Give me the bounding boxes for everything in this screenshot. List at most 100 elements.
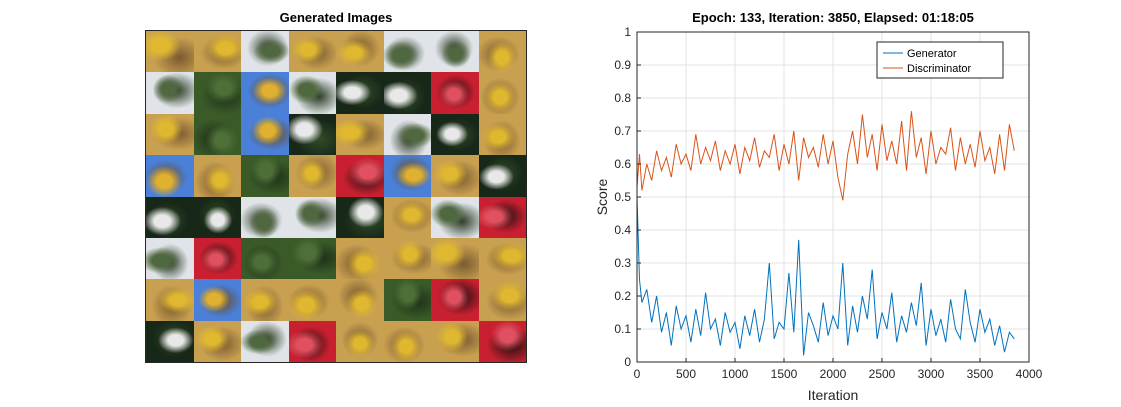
generated-image-tile (193, 279, 241, 321)
y-tick-label: 0.1 (614, 322, 631, 336)
generated-image-tile (241, 72, 289, 114)
generated-image-tile (241, 320, 289, 362)
generated-image-tile (241, 279, 289, 321)
generated-image-tile (336, 155, 384, 197)
generated-image-tile (431, 279, 479, 321)
generated-image-tile (336, 113, 384, 156)
generated-image-tile (288, 279, 336, 321)
generated-image-tile (146, 72, 194, 114)
generated-image-tile (241, 113, 289, 156)
generated-image-tile (241, 237, 289, 280)
generated-image-tile (336, 237, 384, 280)
generated-image-tile (288, 196, 336, 238)
series-line-discriminator (636, 111, 1015, 201)
x-tick-label: 3500 (967, 367, 994, 381)
generated-image-tile (383, 155, 431, 197)
legend-entry: Discriminator (907, 63, 972, 75)
generated-image-tile (336, 320, 384, 362)
generated-image-tile (478, 113, 526, 156)
generated-image-tile (478, 237, 526, 280)
y-tick-label: 0.8 (614, 91, 631, 105)
generated-image-tile (146, 196, 194, 238)
y-tick-label: 0.4 (614, 223, 631, 237)
tick-labels: 0 500 1000 1500 2000 2500 3000 3500 4000 0 0.1 0.2 0… (614, 25, 1042, 381)
generated-image-tile (241, 196, 289, 238)
generated-image-tile (146, 237, 194, 280)
y-tick-label: 0.2 (614, 289, 631, 303)
y-tick-label: 1 (624, 25, 631, 39)
chart-title: Epoch: 133, Iteration: 3850, Elapsed: 01… (692, 10, 974, 25)
y-tick-label: 0.3 (614, 256, 631, 270)
legend-box (876, 41, 1004, 79)
generated-image-tile (193, 196, 241, 238)
generated-image-tile (431, 31, 479, 73)
generated-image-tile (241, 155, 289, 197)
generated-image-tile (336, 31, 384, 73)
x-axis-label: Iteration (808, 387, 859, 403)
y-axis-label: Score (594, 179, 610, 216)
generated-image-tile (336, 72, 384, 114)
generated-image-tile (478, 72, 526, 114)
generated-image-tile (478, 279, 526, 321)
generated-image-tile (383, 279, 431, 321)
x-tick-label: 1000 (722, 367, 749, 381)
x-tick-label: 500 (676, 367, 696, 381)
series-line-generator (636, 196, 1015, 356)
generated-image-tile (431, 320, 479, 362)
generated-image-tile (146, 320, 194, 362)
generated-image-tile (383, 72, 431, 114)
generated-image-tile (336, 196, 384, 238)
y-tick-label: 0.5 (614, 190, 631, 204)
y-tick-label: 0 (624, 355, 631, 369)
x-tick-label: 2000 (820, 367, 847, 381)
x-tick-label: 3000 (918, 367, 945, 381)
generated-image-tile (431, 155, 479, 197)
generated-image-tile (146, 113, 194, 156)
generated-image-tile (431, 72, 479, 114)
generated-image-tile (288, 237, 336, 280)
series-lines (636, 111, 1015, 356)
generated-image-tile (383, 196, 431, 238)
generated-image-tile (478, 155, 526, 197)
generated-image-tile (193, 320, 241, 362)
y-tick-label: 0.7 (614, 124, 631, 138)
y-tick-label: 0.6 (614, 157, 631, 171)
generated-image-tile (383, 113, 431, 156)
generated-image-tile (288, 72, 336, 114)
x-tick-label: 1500 (771, 367, 798, 381)
generated-image-tile (146, 31, 194, 73)
tick-marks (636, 31, 1030, 363)
generated-image-tile (478, 320, 526, 362)
generated-image-tile (193, 155, 241, 197)
generated-image-tile (383, 320, 431, 362)
legend-entry: Generator (907, 48, 957, 60)
generated-image-tile (478, 31, 526, 73)
x-tick-label: 0 (634, 367, 641, 381)
generated-image-tile (193, 31, 241, 73)
generated-image-tile (146, 279, 194, 321)
generated-image-tile (478, 196, 526, 238)
generated-image-tile (146, 155, 194, 197)
x-tick-label: 4000 (1016, 367, 1043, 381)
generated-image-tile (288, 155, 336, 197)
generated-image-tile (241, 31, 289, 73)
generated-image-tile (431, 196, 479, 238)
legend: Generator Discriminator (876, 41, 1004, 79)
y-tick-label: 0.9 (614, 58, 631, 72)
x-tick-label: 2500 (869, 367, 896, 381)
generated-image-tile (193, 113, 241, 156)
generated-image-tile (193, 237, 241, 280)
grid-lines (636, 31, 1030, 363)
generated-image-tile (288, 320, 336, 362)
generated-images-grid (145, 30, 527, 363)
generated-image-tile (383, 237, 431, 280)
generated-image-tile (288, 31, 336, 73)
generated-image-tile (336, 279, 384, 321)
generated-image-tile (193, 72, 241, 114)
generated-image-tile (431, 113, 479, 156)
generated-image-tile (383, 31, 431, 73)
generated-image-tile (288, 113, 336, 156)
generated-images-title: Generated Images (279, 10, 393, 25)
generated-image-tile (431, 237, 479, 280)
